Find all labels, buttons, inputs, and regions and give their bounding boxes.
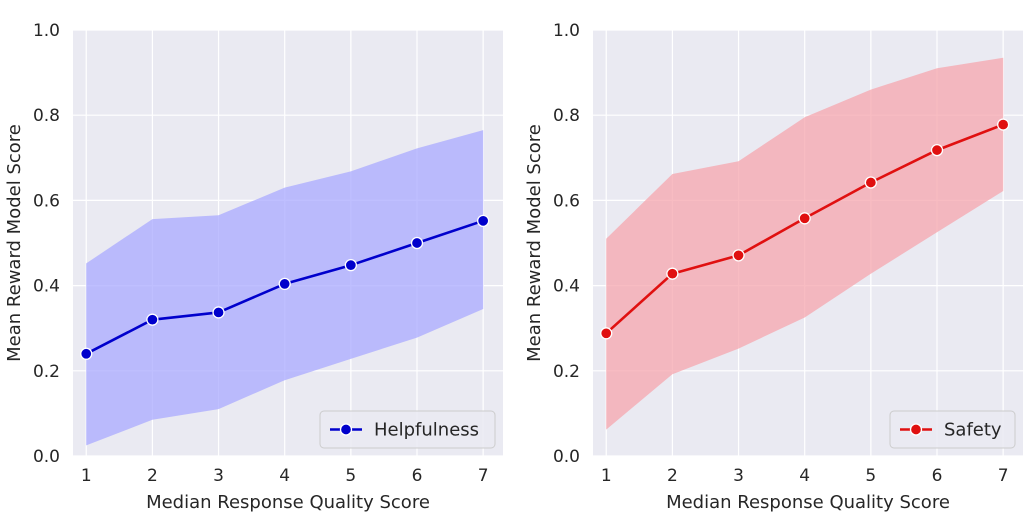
y-tick-label: 1.0: [33, 21, 60, 41]
x-tick-label: 4: [799, 466, 810, 486]
data-point: [732, 249, 745, 262]
chart-panel-1: 0.0 0.2 0.4 0.6 0.8 1.0 1 2 3 4 5 6 7 Median Response…: [4, 21, 503, 513]
y-axis-label: Mean Reward Model Score: [4, 124, 25, 362]
x-tick-label: 3: [213, 466, 224, 486]
x-tick-label: 5: [865, 466, 876, 486]
x-tick-labels: 1 2 3 4 5 6 7: [81, 466, 489, 486]
legend-label: Safety: [944, 420, 1002, 441]
data-point: [212, 306, 225, 319]
legend-box: [889, 410, 1016, 449]
legend-marker: [909, 423, 923, 436]
chart-panel-2: 0.0 0.2 0.4 0.6 0.8 1.0 1 2 3 4 5 6 7 Median Response…: [524, 21, 1023, 513]
x-tick-labels: 1 2 3 4 5 6 7: [601, 466, 1009, 486]
y-tick-label: 0.2: [33, 362, 60, 382]
y-tick-labels: 0.0 0.2 0.4 0.6 0.8 1.0: [553, 21, 580, 467]
y-tick-label: 1.0: [553, 21, 580, 41]
x-tick-label: 2: [667, 466, 678, 486]
data-point: [344, 259, 357, 272]
data-point: [930, 143, 944, 157]
data-point: [80, 347, 93, 360]
x-tick-label: 7: [478, 466, 489, 486]
series-helpfulness: [80, 130, 490, 446]
x-tick-label: 1: [601, 466, 612, 486]
x-tick-label: 6: [932, 466, 943, 486]
y-tick-label: 0.0: [553, 447, 580, 467]
data-point: [666, 267, 679, 280]
data-point: [410, 236, 424, 250]
legend-box: [319, 410, 496, 449]
x-tick-label: 7: [998, 466, 1009, 486]
x-tick-label: 3: [733, 466, 744, 486]
x-tick-label: 2: [147, 466, 158, 486]
y-tick-label: 0.6: [553, 191, 580, 211]
legend-label: Helpfulness: [374, 420, 479, 441]
data-point: [798, 212, 811, 225]
x-tick-label: 1: [81, 466, 92, 486]
y-tick-label: 0.4: [33, 277, 60, 297]
y-tick-label: 0.8: [553, 106, 580, 126]
x-axis-label: Median Response Quality Score: [666, 492, 950, 513]
data-point: [600, 327, 613, 340]
confidence-band: [606, 57, 1004, 430]
x-tick-label: 6: [412, 466, 423, 486]
data-point: [864, 176, 877, 189]
legend: Helpfulness: [319, 410, 496, 449]
data-point: [146, 313, 159, 326]
data-point: [997, 118, 1010, 131]
series-safety: [600, 57, 1010, 430]
legend-marker: [339, 423, 353, 436]
y-tick-label: 0.0: [33, 447, 60, 467]
x-axis-label: Median Response Quality Score: [146, 492, 430, 513]
x-tick-label: 5: [345, 466, 356, 486]
x-tick-label: 4: [279, 466, 290, 486]
legend: Safety: [889, 410, 1016, 449]
data-point: [477, 214, 490, 227]
y-tick-label: 0.6: [33, 191, 60, 211]
y-tick-labels: 0.0 0.2 0.4 0.6 0.8 1.0: [33, 21, 60, 467]
y-tick-label: 0.4: [553, 277, 580, 297]
y-tick-label: 0.8: [33, 106, 60, 126]
data-point: [278, 277, 291, 291]
y-axis-label: Mean Reward Model Score: [524, 124, 545, 362]
y-tick-label: 0.2: [553, 362, 580, 382]
